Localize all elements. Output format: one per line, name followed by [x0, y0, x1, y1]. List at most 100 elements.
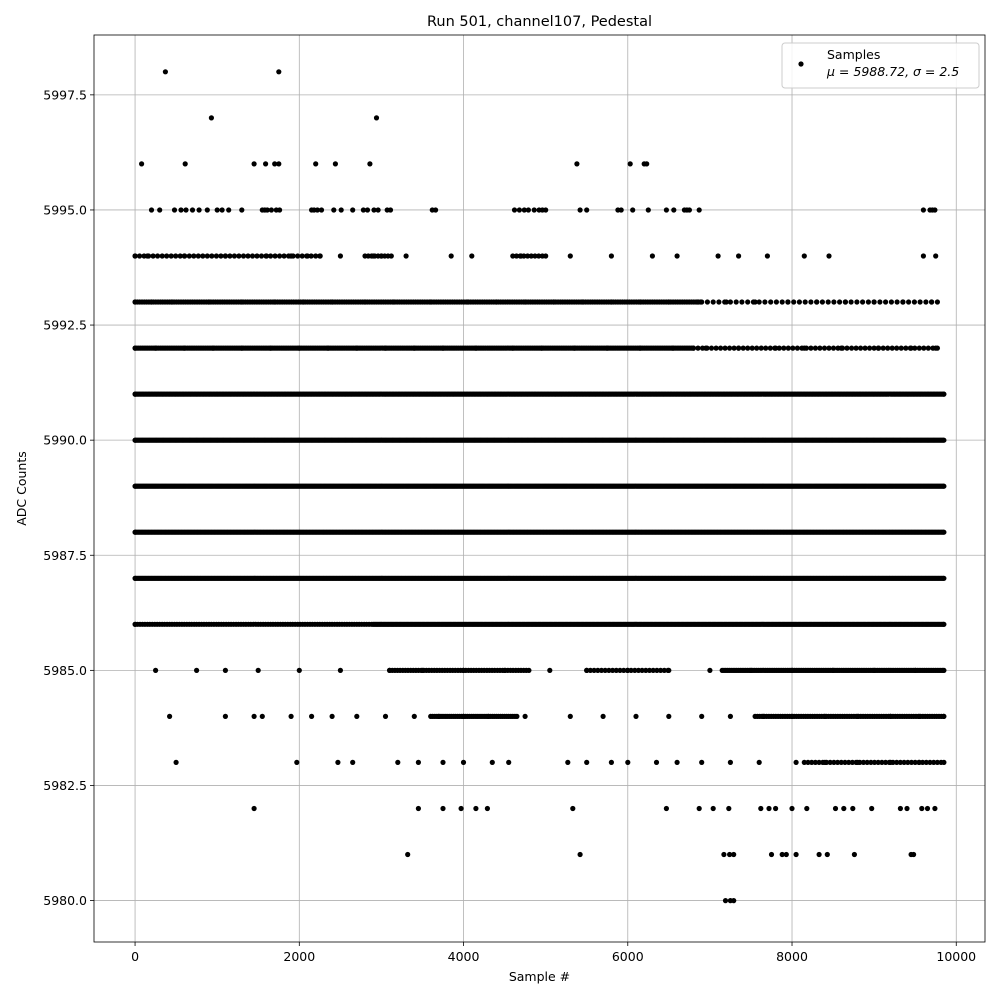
data-point [812, 345, 819, 351]
data-point [695, 345, 701, 351]
data-point [921, 345, 927, 351]
data-point [871, 345, 877, 351]
data-point [903, 345, 909, 351]
data-point [137, 253, 143, 259]
data-point [249, 253, 256, 259]
data-point [894, 345, 900, 351]
data-point [173, 253, 179, 259]
data-point [727, 345, 733, 351]
data-point [877, 299, 883, 305]
data-point [213, 253, 219, 259]
data-point [218, 253, 224, 259]
data-point [191, 253, 197, 259]
data-point [825, 299, 831, 305]
data-point [781, 345, 787, 351]
data-points [132, 69, 947, 904]
data-point [155, 253, 161, 259]
data-point [713, 345, 719, 351]
data-point [880, 345, 886, 351]
data-point [767, 345, 773, 351]
data-point [281, 253, 287, 259]
data-point [704, 299, 711, 305]
data-point [796, 299, 803, 305]
data-point [853, 345, 859, 351]
data-point [168, 253, 174, 259]
data-point [848, 299, 854, 305]
data-point [754, 345, 760, 351]
data-point [268, 253, 274, 259]
data-point [849, 345, 855, 351]
data-point [862, 345, 868, 351]
data-point [794, 345, 801, 351]
data-point [245, 253, 251, 259]
data-point [898, 345, 904, 351]
data-point [763, 345, 769, 351]
data-point [837, 299, 843, 305]
data-point [195, 253, 201, 259]
data-point [894, 299, 900, 305]
data-point [272, 253, 278, 259]
data-point [831, 299, 837, 305]
data-point [177, 253, 183, 259]
data-point [299, 253, 305, 259]
data-point [227, 253, 233, 259]
data-point [209, 253, 215, 259]
data-point [883, 299, 889, 305]
data-point [727, 299, 734, 305]
data-point [791, 299, 797, 305]
data-point [790, 345, 796, 351]
data-point [888, 299, 895, 305]
data-point [934, 299, 941, 305]
data-point [773, 299, 780, 305]
data-point [525, 253, 531, 259]
data-point [718, 345, 724, 351]
data-point [865, 299, 872, 305]
data-point [277, 253, 283, 259]
data-point [830, 345, 837, 351]
data-point [762, 299, 768, 305]
data-point [858, 345, 864, 351]
data-point [240, 253, 247, 259]
data-point [745, 345, 751, 351]
data-point [159, 253, 165, 259]
data-point [528, 253, 534, 259]
data-point [740, 345, 746, 351]
data-point [916, 345, 922, 351]
data-point [779, 299, 785, 305]
data-point [776, 345, 782, 351]
data-point [733, 299, 739, 305]
data-point [785, 345, 791, 351]
data-point [254, 253, 260, 259]
data-point [231, 253, 237, 259]
data-point [821, 345, 828, 351]
data-point [150, 253, 156, 259]
data-point [819, 299, 826, 305]
data-point [758, 345, 764, 351]
data-point [308, 253, 314, 259]
data-point [388, 253, 394, 259]
data-point [699, 299, 705, 305]
data-point [889, 345, 895, 351]
data-point [708, 345, 715, 351]
data-point [731, 345, 737, 351]
data-point [749, 345, 755, 351]
data-point [808, 299, 814, 305]
data-point [716, 299, 722, 305]
data-point [768, 299, 774, 305]
data-point [532, 253, 538, 259]
data-point [817, 345, 823, 351]
data-point [906, 299, 912, 305]
data-point [536, 253, 542, 259]
data-point [510, 253, 516, 259]
data-point [844, 345, 850, 351]
data-point [808, 345, 814, 351]
data-point [912, 345, 918, 351]
data-point [710, 299, 716, 305]
data-point [867, 345, 873, 351]
data-point [258, 253, 265, 259]
data-point [917, 299, 923, 305]
data-point [745, 299, 751, 305]
data-point [164, 253, 170, 259]
data-point [200, 253, 206, 259]
